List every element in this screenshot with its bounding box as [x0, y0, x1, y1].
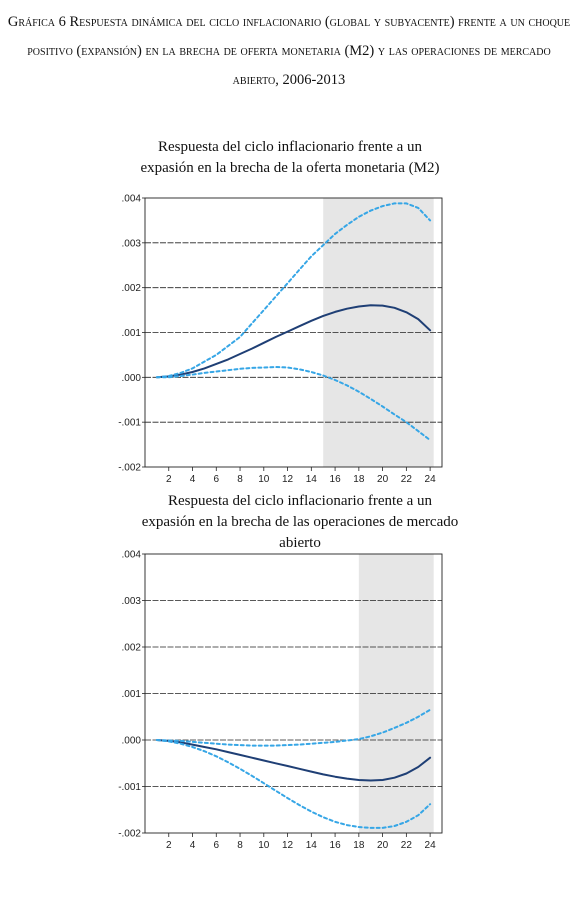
- series-line-lower: [155, 366, 432, 442]
- plot-frame: [144, 553, 443, 834]
- x-tick-label: 16: [330, 474, 342, 485]
- y-tick-label: .003: [122, 238, 142, 249]
- y-tick-label: .003: [122, 596, 142, 607]
- x-tick-label: 6: [213, 474, 219, 485]
- x-tick-label: 18: [353, 474, 365, 485]
- y-tick-label: .004: [122, 550, 142, 561]
- x-tick-label: 2: [166, 474, 172, 485]
- x-tick-label: 12: [282, 840, 294, 851]
- x-tick-label: 4: [190, 474, 196, 485]
- x-tick-label: 24: [425, 840, 437, 851]
- series-line-response: [155, 304, 432, 379]
- y-tick-label: .002: [122, 283, 142, 294]
- x-tick-label: 14: [306, 474, 318, 485]
- series-line-lower: [155, 739, 432, 829]
- y-tick-label: -.002: [118, 829, 141, 840]
- series-line-upper: [155, 202, 432, 379]
- chart1-title-line1: Respuesta del ciclo inflacionario frente…: [157, 139, 423, 155]
- y-tick-label: .000: [122, 373, 142, 384]
- series-line-upper: [155, 708, 432, 747]
- y-tick-label: .000: [122, 736, 142, 747]
- chart2-title: Respuesta del ciclo inflacionario frente…: [130, 491, 470, 554]
- figure-title: Gráfica 6 Respuesta dinámica del ciclo i…: [7, 14, 571, 88]
- y-tick-label: -.001: [118, 782, 141, 793]
- y-tick-label: -.002: [118, 463, 141, 474]
- chart2-title-line1: Respuesta del ciclo inflacionario frente…: [167, 493, 433, 509]
- x-tick-label: 10: [258, 474, 270, 485]
- x-tick-label: 4: [190, 840, 196, 851]
- y-tick-label: -.001: [118, 418, 141, 429]
- x-tick-label: 8: [237, 840, 243, 851]
- x-tick-label: 8: [237, 474, 243, 485]
- x-tick-label: 24: [425, 474, 437, 485]
- x-tick-label: 22: [401, 840, 413, 851]
- x-tick-label: 2: [166, 840, 172, 851]
- x-tick-label: 20: [377, 474, 389, 485]
- x-tick-label: 20: [377, 840, 389, 851]
- y-tick-label: .004: [122, 194, 142, 205]
- x-tick-label: 16: [330, 840, 342, 851]
- y-tick-label: .001: [122, 328, 142, 339]
- x-tick-label: 18: [353, 840, 365, 851]
- chart1-title-line2: expasión en la brecha de la oferta monet…: [140, 160, 440, 176]
- series-line-response: [155, 739, 432, 782]
- y-tick-label: .002: [122, 643, 142, 654]
- chart1-title: Respuesta del ciclo inflacionario frente…: [110, 137, 470, 179]
- x-tick-label: 12: [282, 474, 294, 485]
- x-tick-label: 10: [258, 840, 270, 851]
- y-tick-label: .001: [122, 689, 142, 700]
- x-tick-label: 14: [306, 840, 318, 851]
- x-tick-label: 22: [401, 474, 413, 485]
- chart2-title-line2: expasión en la brecha de las operaciones…: [141, 514, 459, 551]
- plot-frame: [144, 197, 443, 468]
- x-tick-label: 6: [213, 840, 219, 851]
